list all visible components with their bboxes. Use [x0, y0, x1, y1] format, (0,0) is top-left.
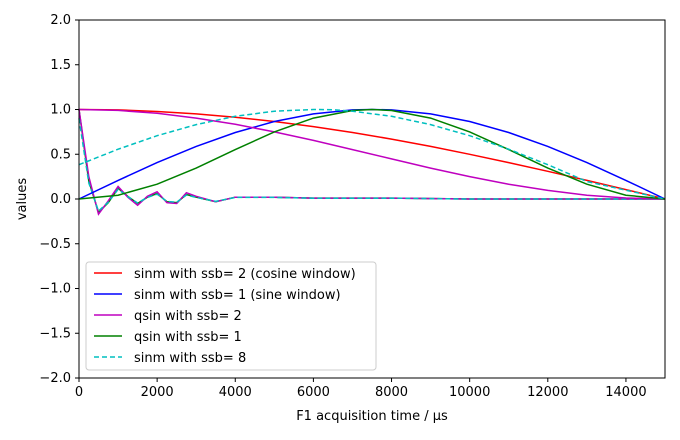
y-axis-label: values — [15, 178, 30, 221]
y-tick-label: 0.5 — [50, 147, 71, 162]
y-tick-label: −1.0 — [39, 282, 71, 297]
series-line-oscillation-green — [78, 109, 665, 214]
y-tick-label: −0.5 — [39, 237, 71, 252]
series-line-4 — [78, 108, 666, 200]
legend-label: sinm with ssb= 8 — [134, 351, 246, 366]
x-axis: 0 2000 4000 6000 8000 10000 12000 14000 — [75, 378, 647, 400]
legend-box — [85, 261, 377, 371]
series-line-3 — [78, 108, 666, 200]
legend: sinm with ssb= 2 (cosine window) sinm wit… — [85, 261, 377, 371]
x-tick-label: 0 — [75, 385, 83, 400]
legend-label: sinm with ssb= 2 (cosine window) — [134, 267, 356, 282]
legend-label: qsin with ssb= 2 — [134, 309, 242, 324]
legend-label: qsin with ssb= 1 — [134, 330, 242, 345]
x-axis-label: F1 acquisition time / μs — [296, 409, 448, 424]
x-tick-label: 10000 — [449, 385, 490, 400]
y-tick-label: −2.0 — [39, 371, 71, 386]
series-line-oscillation-cyan — [78, 118, 665, 213]
x-tick-label: 2000 — [141, 385, 174, 400]
y-tick-label: 2.0 — [50, 13, 71, 28]
legend-label: sinm with ssb= 1 (sine window) — [134, 288, 341, 303]
y-tick-label: 1.0 — [50, 103, 71, 118]
x-tick-label: 6000 — [297, 385, 330, 400]
x-tick-label: 12000 — [527, 385, 568, 400]
plot-lines — [78, 108, 666, 216]
series-line-oscillation-magenta — [78, 109, 665, 216]
y-axis: −2.0 −1.5 −1.0 −0.5 0.0 0.5 1.0 1.5 2.0 — [39, 13, 79, 386]
y-tick-label: 0.0 — [50, 192, 71, 207]
series-line-5 — [78, 108, 666, 200]
x-tick-label: 8000 — [375, 385, 408, 400]
x-tick-label: 4000 — [219, 385, 252, 400]
y-tick-label: 1.5 — [50, 58, 71, 73]
y-tick-label: −1.5 — [39, 326, 71, 341]
x-tick-label: 14000 — [605, 385, 646, 400]
